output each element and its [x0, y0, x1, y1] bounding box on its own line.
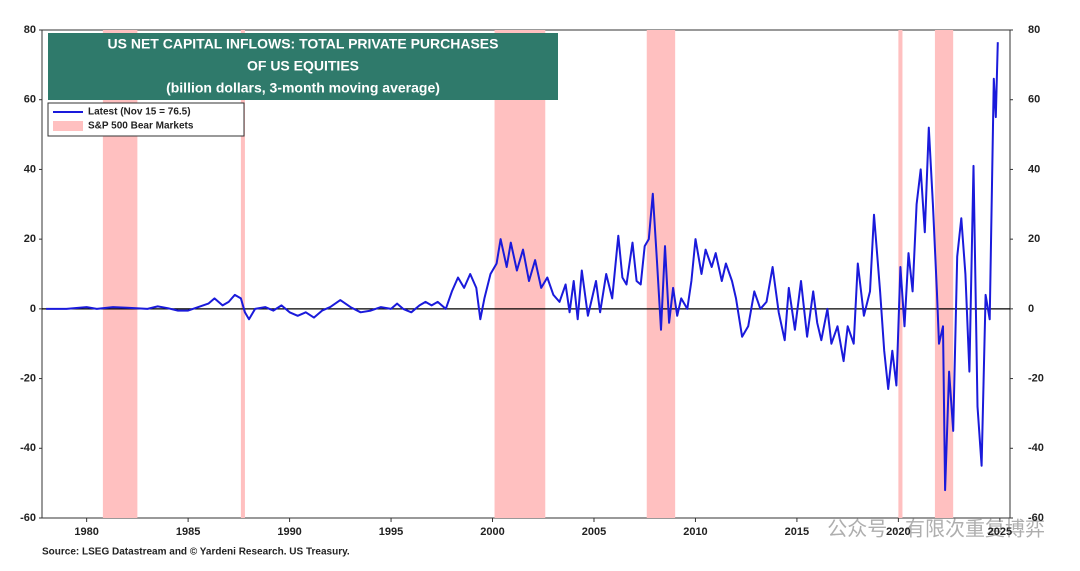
- subtitle: (billion dollars, 3-month moving average…: [166, 80, 440, 96]
- watermark: 公众号 · 有限次重复博弈: [827, 517, 1045, 540]
- y2-tick-label: 60: [1028, 94, 1040, 106]
- x-tick-label: 2005: [582, 526, 606, 538]
- legend-label: S&P 500 Bear Markets: [88, 121, 194, 132]
- legend-label: Latest (Nov 15 = 76.5): [88, 107, 191, 118]
- y2-tick-label: -20: [1028, 372, 1044, 384]
- y-tick-label: 80: [24, 24, 36, 36]
- x-tick-label: 2000: [480, 526, 504, 538]
- x-tick-label: 2020: [886, 526, 910, 538]
- bear-market-band: [494, 30, 546, 518]
- source: Source: LSEG Datastream and © Yardeni Re…: [42, 547, 350, 558]
- x-tick-label: 1980: [74, 526, 98, 538]
- y-tick-label: -40: [20, 442, 36, 454]
- data-line: [46, 42, 999, 492]
- y2-tick-label: -40: [1028, 442, 1044, 454]
- x-tick-label: 1990: [277, 526, 301, 538]
- y2-tick-label: 80: [1028, 24, 1040, 36]
- y-tick-label: -60: [20, 512, 36, 524]
- title: US NET CAPITAL INFLOWS: TOTAL PRIVATE PU…: [108, 36, 499, 52]
- y-tick-label: 60: [24, 94, 36, 106]
- title-box: [48, 33, 558, 100]
- title: OF US EQUITIES: [247, 58, 359, 74]
- x-tick-label: 2015: [785, 526, 809, 538]
- x-tick-label: 2025: [988, 526, 1012, 538]
- y2-tick-label: -60: [1028, 512, 1044, 524]
- bear-market-band: [646, 30, 676, 518]
- y2-tick-label: 40: [1028, 163, 1040, 175]
- x-tick-label: 1985: [176, 526, 200, 538]
- y-tick-label: 0: [30, 303, 36, 315]
- y-tick-label: -20: [20, 372, 36, 384]
- bear-market-band: [240, 30, 245, 518]
- y2-tick-label: 20: [1028, 233, 1040, 245]
- y2-tick-label: 0: [1028, 303, 1034, 315]
- x-tick-label: 1995: [379, 526, 403, 538]
- y-tick-label: 40: [24, 163, 36, 175]
- legend-swatch: [53, 121, 83, 131]
- x-tick-label: 2010: [683, 526, 707, 538]
- y-tick-label: 20: [24, 233, 36, 245]
